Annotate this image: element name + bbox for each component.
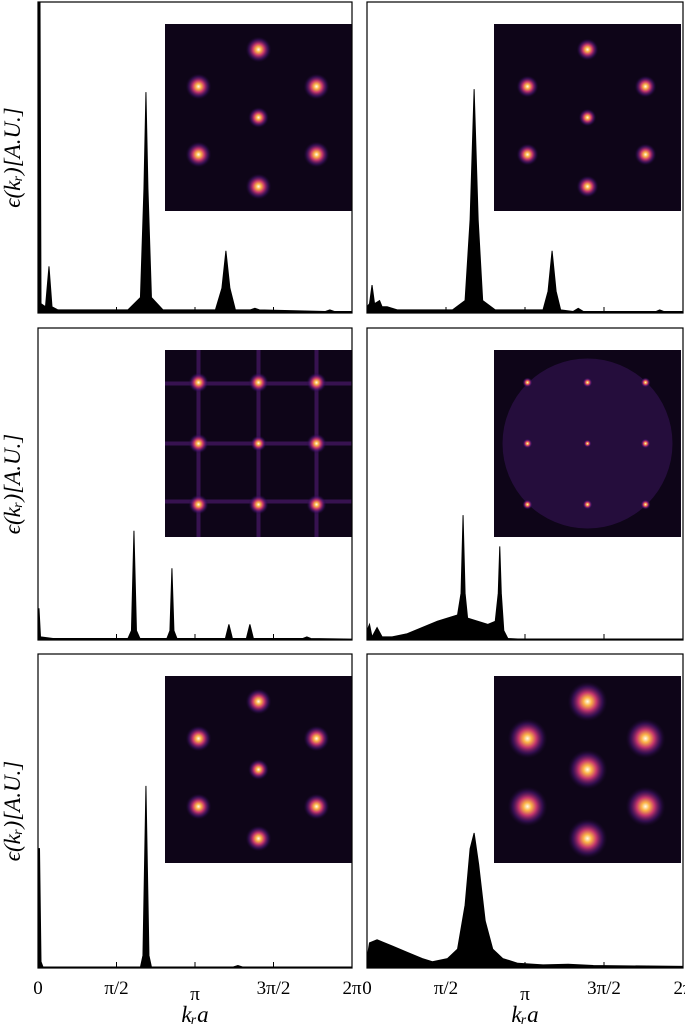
inset-spot: [188, 372, 209, 393]
inset-spot: [640, 438, 651, 449]
x-tick-label: 2π: [342, 978, 362, 999]
inset-spot: [516, 143, 539, 166]
inset-spot: [245, 173, 272, 200]
inset-spot: [625, 718, 666, 759]
inset-spot: [516, 75, 539, 98]
x-axis-label: kᵣa: [511, 1002, 538, 1027]
y-axis-label: ϵ(kᵣ)[A.U.]: [0, 107, 25, 208]
inset-spot: [248, 107, 269, 128]
inset-spot: [522, 438, 533, 449]
x-tick-label: π: [520, 984, 530, 1005]
inset-spot: [522, 377, 533, 388]
inset-spot: [507, 786, 548, 827]
inset-image: [165, 24, 352, 211]
inset-spot: [567, 681, 608, 722]
inset-spot: [245, 688, 272, 715]
inset-spot: [522, 499, 533, 510]
y-axis-label: ϵ(kᵣ)[A.U.]: [0, 434, 25, 535]
inset-spot: [582, 499, 593, 510]
inset-image: [165, 676, 352, 863]
inset-spot: [303, 793, 330, 820]
inset-spot: [640, 377, 651, 388]
inset-spot: [507, 718, 548, 759]
spectrum-area: [366, 89, 684, 314]
x-tick-label: π: [190, 984, 200, 1005]
inset-spot: [248, 494, 269, 515]
spectrum-area: [366, 515, 684, 641]
inset-spot: [303, 73, 330, 100]
y-axis-label: ϵ(kᵣ)[A.U.]: [0, 761, 25, 862]
inset-spot: [303, 725, 330, 752]
x-tick-label: 2π: [673, 978, 685, 999]
inset-spot: [245, 36, 272, 63]
inset-spot: [188, 494, 209, 515]
inset-spot: [185, 725, 212, 752]
x-tick-label: 0: [362, 978, 372, 999]
inset-spot: [306, 433, 327, 454]
inset-spot: [303, 141, 330, 168]
spectrum-area: [37, 1, 353, 314]
spectrum-area: [37, 785, 353, 969]
x-axis-label: kᵣa: [181, 1002, 208, 1027]
x-tick-label: 0: [33, 978, 43, 999]
x-tick-label: π/2: [104, 978, 128, 999]
x-tick-label: 3π/2: [257, 978, 291, 999]
inset-spot: [185, 793, 212, 820]
inset-image: [165, 350, 352, 537]
inset-spot: [582, 377, 593, 388]
inset-spot: [567, 749, 608, 790]
inset-spot: [576, 175, 599, 198]
inset-image: [494, 676, 681, 863]
inset-spot: [567, 818, 608, 859]
inset-spot: [306, 372, 327, 393]
x-tick-label: π/2: [434, 978, 458, 999]
inset-spot: [634, 143, 657, 166]
inset-spot: [625, 786, 666, 827]
inset-spot: [640, 499, 651, 510]
inset-spot: [634, 75, 657, 98]
inset-spot: [248, 759, 269, 780]
spectrum-area: [366, 832, 684, 969]
inset-spot: [578, 108, 597, 127]
inset-spot: [250, 435, 267, 452]
inset-spot: [245, 825, 272, 852]
inset-spot: [306, 494, 327, 515]
spectrum-area: [37, 530, 353, 641]
inset-spot: [576, 38, 599, 61]
inset-image: [494, 24, 681, 211]
inset-spot: [188, 433, 209, 454]
inset-spot: [185, 141, 212, 168]
inset-spot: [583, 439, 592, 448]
inset-spot: [185, 73, 212, 100]
x-tick-label: 3π/2: [587, 978, 621, 999]
inset-image: [494, 350, 681, 537]
inset-spot: [248, 372, 269, 393]
